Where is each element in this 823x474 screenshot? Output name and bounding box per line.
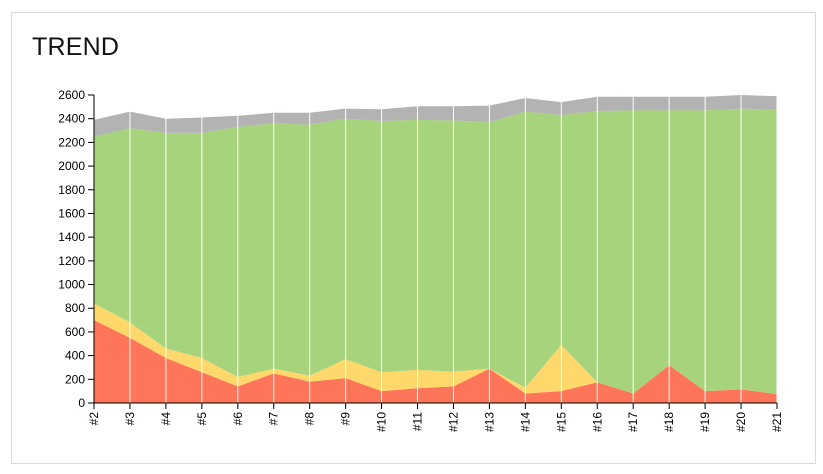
- y-tick-label: 400: [65, 349, 85, 363]
- x-tick-label: #17: [626, 412, 640, 432]
- y-tick-label: 800: [65, 301, 85, 315]
- x-tick-label: #21: [770, 412, 784, 432]
- x-tick-label: #9: [339, 412, 353, 426]
- area-series-2: [94, 303, 777, 395]
- x-tick-label: #15: [554, 412, 568, 432]
- y-tick-label: 1400: [58, 230, 85, 244]
- y-tick-label: 0: [78, 396, 85, 410]
- x-tick-label: #12: [446, 412, 460, 432]
- x-tick-label: #14: [518, 412, 532, 432]
- x-tick-label: #11: [411, 412, 425, 431]
- x-tick-label: #19: [698, 412, 712, 432]
- x-tick-label: #5: [195, 412, 209, 426]
- vertical-gridlines: [129, 95, 778, 403]
- x-tick-label: #2: [87, 412, 101, 426]
- area-series-3: [94, 108, 777, 395]
- area-series-4: [94, 95, 777, 137]
- y-tick-label: 200: [65, 372, 85, 386]
- y-tick-label: 600: [65, 325, 85, 339]
- x-tick-label: #8: [303, 412, 317, 426]
- y-tick-label: 1600: [58, 206, 85, 220]
- x-tick-label: #7: [267, 412, 281, 426]
- x-tick-label: #18: [662, 412, 676, 432]
- x-tick-label: #20: [734, 412, 748, 432]
- area-layers: [94, 95, 777, 403]
- x-tick-label: #4: [159, 412, 173, 426]
- y-tick-label: 2000: [58, 159, 85, 173]
- x-tick-label: #10: [375, 412, 389, 432]
- y-tick-label: 1800: [58, 183, 85, 197]
- y-tick-label: 2400: [58, 112, 85, 126]
- chart-title: TREND: [32, 33, 120, 61]
- x-axis: #2 #3 #4 #5 #6 #7 #8 #9 #10 #11 #12 #13 #14 #15 #16 #17…: [87, 402, 784, 432]
- area-series-1: [94, 320, 777, 403]
- x-tick-label: #6: [231, 412, 245, 426]
- y-tick-label: 1000: [58, 278, 85, 292]
- x-tick-label: #3: [123, 412, 137, 426]
- y-tick-label: 2200: [58, 135, 85, 149]
- x-tick-label: #16: [590, 412, 604, 432]
- x-tick-label: #13: [482, 412, 496, 432]
- y-axis: 0 200 400 600 800 1000 1200 1400 1600 1800 2000 220…: [58, 88, 95, 410]
- y-tick-label: 2600: [58, 88, 85, 102]
- y-tick-label: 1200: [58, 254, 85, 268]
